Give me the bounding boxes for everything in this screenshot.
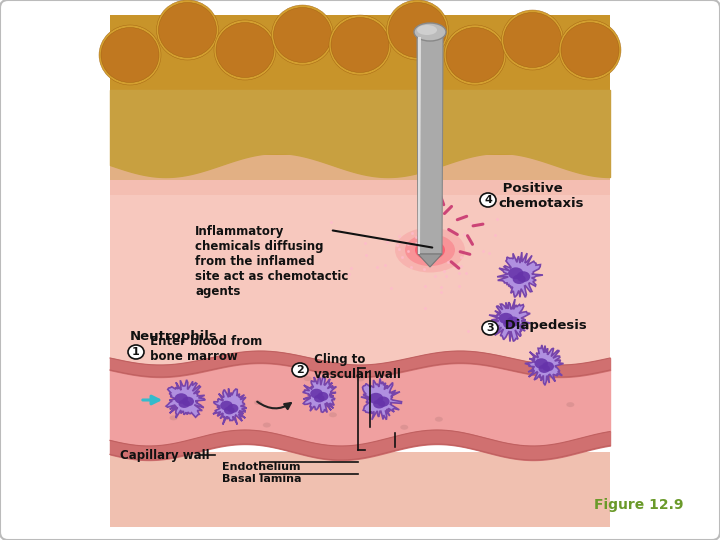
Ellipse shape [405,234,455,266]
Ellipse shape [238,403,246,408]
Ellipse shape [414,23,446,41]
Ellipse shape [224,407,235,414]
Ellipse shape [446,28,504,83]
Ellipse shape [389,3,446,57]
Text: Endothelium
Basal lamina: Endothelium Basal lamina [222,462,302,484]
Bar [110,100,610,180]
Ellipse shape [318,392,328,401]
Text: 3: 3 [486,323,494,333]
Ellipse shape [179,400,190,408]
Text: Cling to
 vascular wall: Cling to vascular wall [310,353,401,381]
Polygon shape [361,379,402,420]
Text: 2: 2 [296,365,304,375]
Ellipse shape [314,395,325,402]
Ellipse shape [99,25,161,85]
Ellipse shape [101,28,159,83]
Ellipse shape [216,23,274,78]
Text: 1: 1 [132,347,140,357]
Text: 4: 4 [484,195,492,205]
Ellipse shape [503,12,562,68]
Ellipse shape [228,404,238,413]
Ellipse shape [170,415,178,421]
Ellipse shape [331,17,389,72]
Ellipse shape [310,389,323,399]
Ellipse shape [400,425,408,430]
Polygon shape [497,252,543,298]
Ellipse shape [373,400,385,408]
Ellipse shape [417,25,437,35]
Ellipse shape [561,23,619,78]
Bar [110,155,610,195]
Polygon shape [417,37,443,254]
Text: Neutrophils: Neutrophils [130,330,217,343]
Ellipse shape [274,8,331,63]
Ellipse shape [513,274,526,284]
Polygon shape [418,254,442,267]
Text: Inflammatory
chemicals diffusing
from the inflamed
site act as chemotactic
agent: Inflammatory chemicals diffusing from th… [195,225,348,298]
Text: Positive
chemotaxis: Positive chemotaxis [498,182,583,210]
Ellipse shape [499,313,513,324]
Polygon shape [525,345,564,385]
Ellipse shape [480,193,496,207]
Ellipse shape [329,413,337,417]
Ellipse shape [369,393,383,404]
Polygon shape [166,380,205,418]
Ellipse shape [174,393,188,404]
Bar [110,452,610,527]
Ellipse shape [415,240,445,260]
Ellipse shape [567,402,575,407]
Ellipse shape [292,363,308,377]
Ellipse shape [435,417,443,422]
Ellipse shape [214,20,276,80]
Polygon shape [489,299,531,342]
Ellipse shape [271,5,333,65]
Ellipse shape [254,400,262,405]
Ellipse shape [158,3,217,57]
Ellipse shape [444,25,506,85]
Ellipse shape [128,345,144,359]
Text: Diapedesis: Diapedesis [500,319,587,332]
Text: Enter blood from
 bone marrow: Enter blood from bone marrow [146,335,262,363]
Ellipse shape [304,376,312,381]
Ellipse shape [220,401,233,410]
Polygon shape [213,388,246,424]
Text: Figure 12.9: Figure 12.9 [594,498,683,512]
Ellipse shape [507,316,520,327]
Ellipse shape [503,320,516,328]
Ellipse shape [542,362,554,372]
Ellipse shape [387,0,449,60]
Ellipse shape [502,10,564,70]
Polygon shape [302,376,336,413]
Ellipse shape [546,374,554,379]
Bar [110,155,610,370]
Ellipse shape [230,397,238,402]
Ellipse shape [482,321,498,335]
Ellipse shape [534,358,548,369]
Ellipse shape [508,267,523,279]
Ellipse shape [395,227,465,273]
Ellipse shape [377,396,390,407]
Ellipse shape [356,376,364,381]
Ellipse shape [517,271,530,282]
Ellipse shape [539,364,550,373]
Bar [110,15,610,175]
Ellipse shape [263,422,271,428]
Ellipse shape [156,0,218,60]
Polygon shape [418,37,421,254]
Text: Capillary wall: Capillary wall [120,449,210,462]
Ellipse shape [329,15,391,75]
Ellipse shape [182,397,194,406]
Ellipse shape [559,20,621,80]
Ellipse shape [423,244,438,256]
